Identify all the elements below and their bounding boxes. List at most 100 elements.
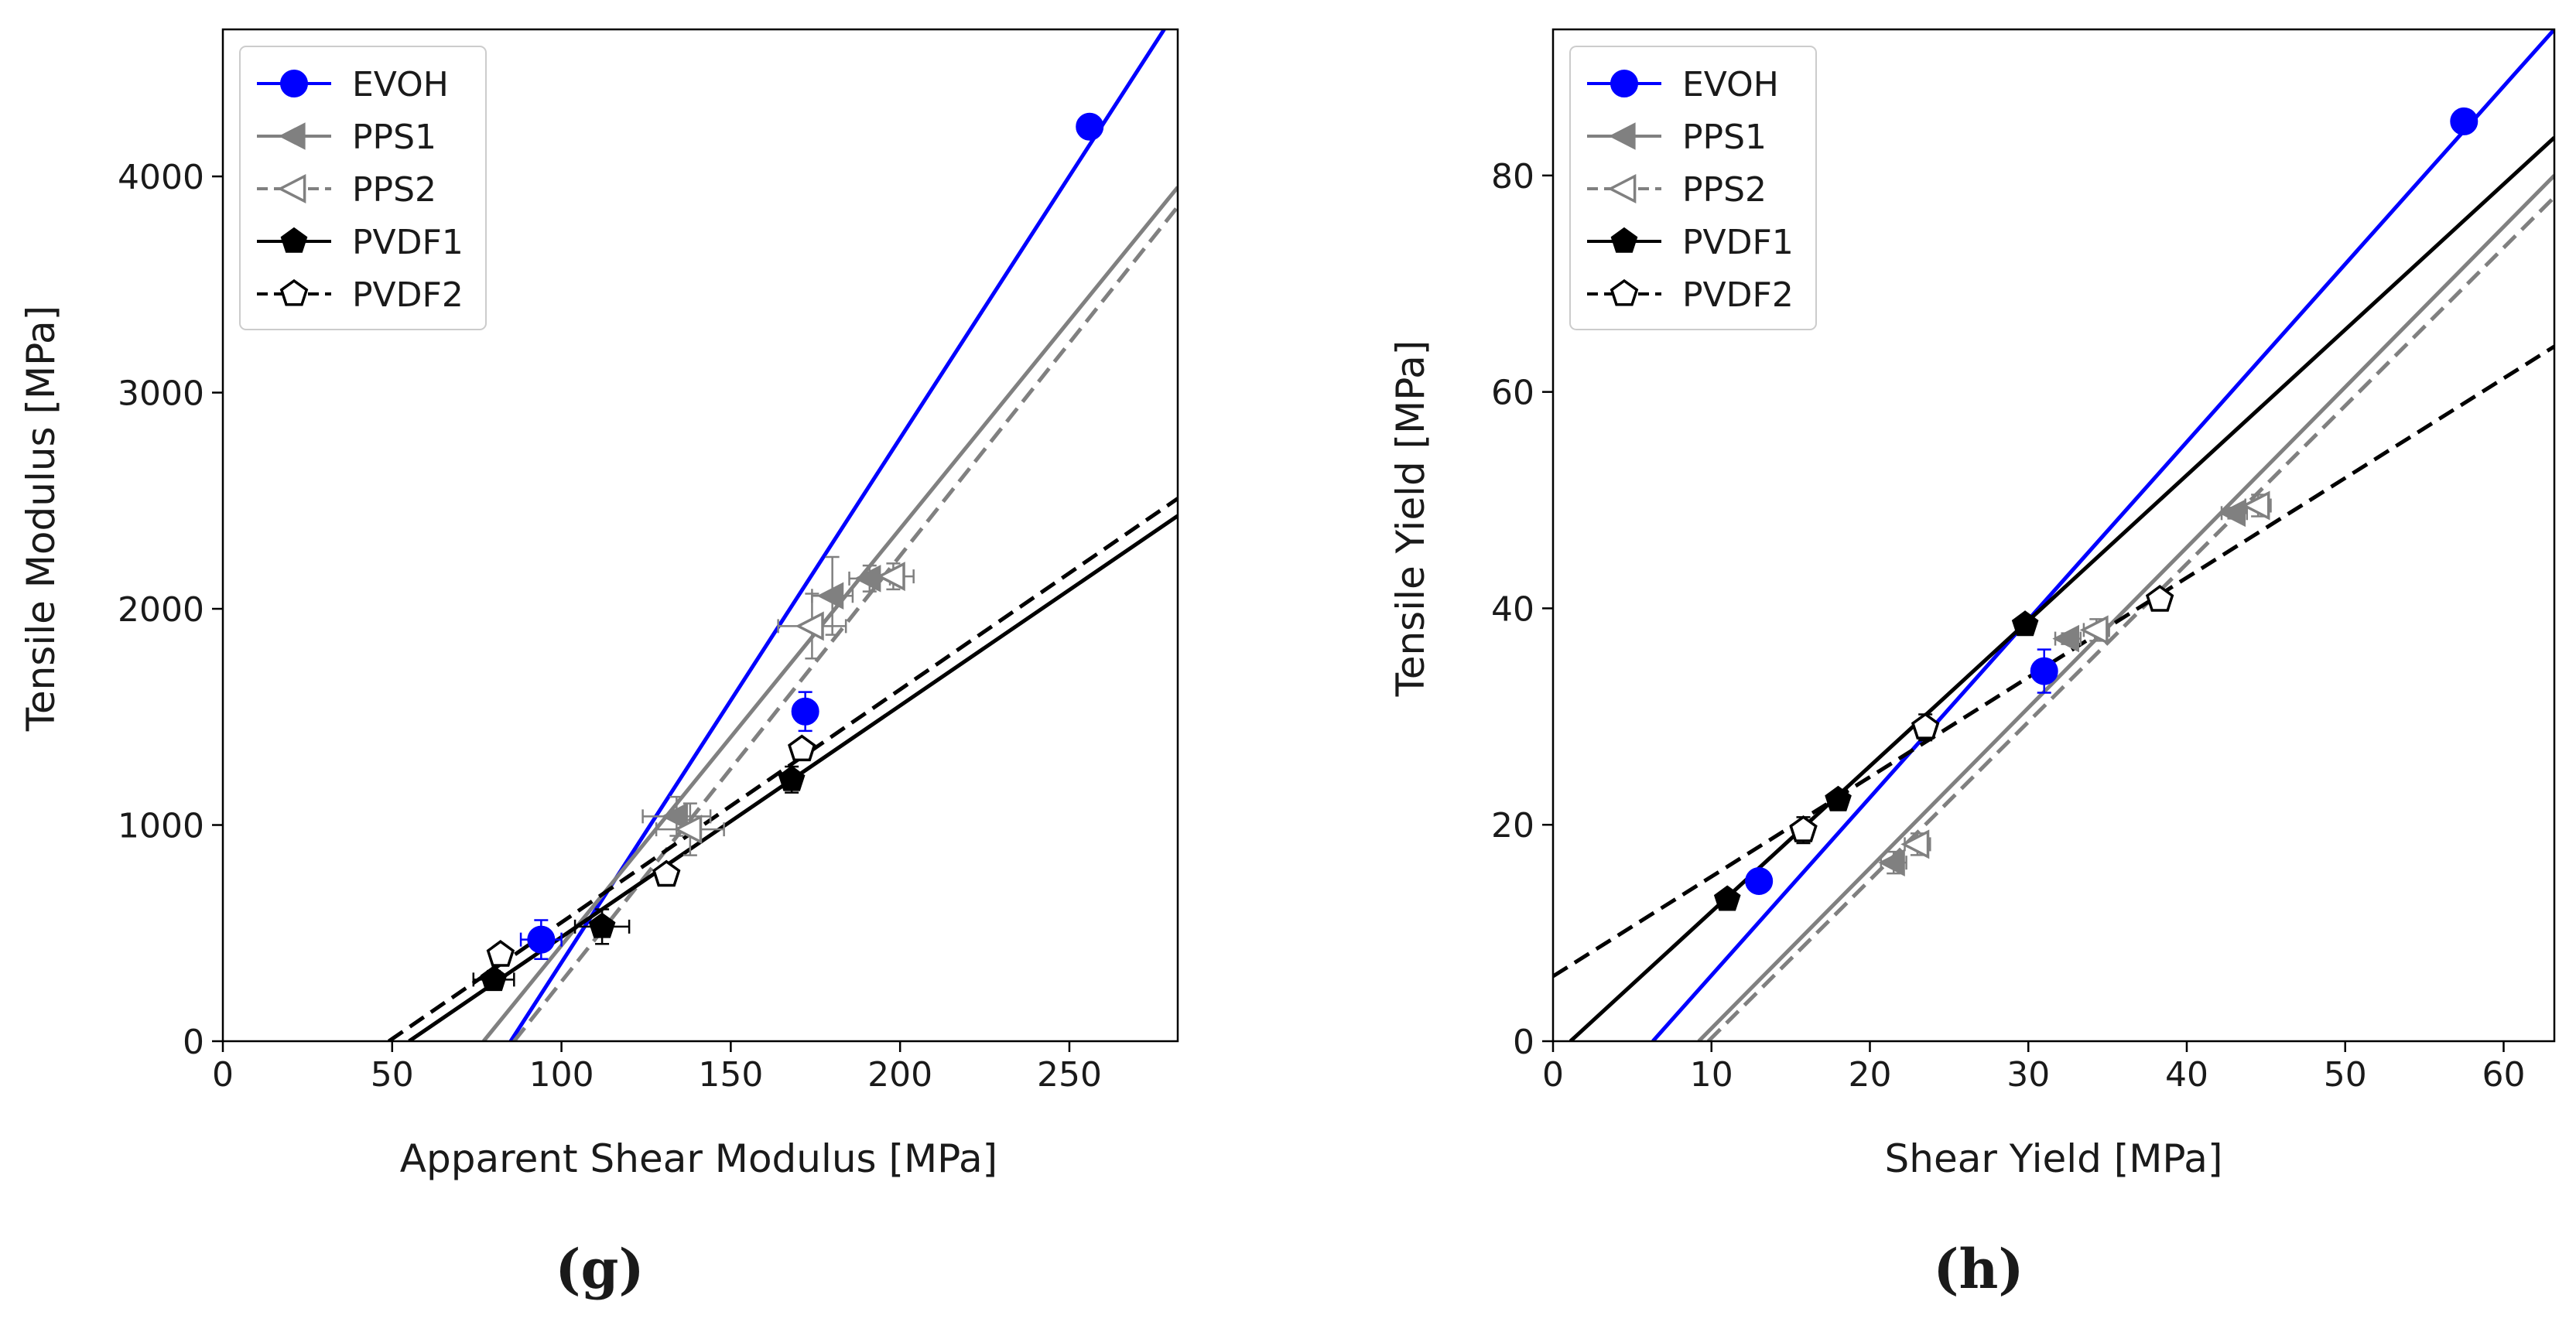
fit-line-pps2	[1706, 196, 2554, 1041]
fit-line-pps1	[482, 186, 1178, 1041]
legend-entry-pvdf1: PVDF1	[257, 223, 464, 262]
legend-label: PVDF1	[1682, 223, 1794, 262]
data-point-evoh	[1076, 112, 1104, 141]
data-point-pvdf1	[480, 965, 508, 992]
legend: EVOH PPS1 PPS2 PVDF1 PVDF2	[1569, 46, 1817, 330]
legend-marker-pps1	[278, 122, 306, 150]
data-point-pps2	[795, 611, 824, 641]
legend-entry-pps1: PPS1	[257, 118, 436, 157]
y-tick-label: 4000	[118, 158, 204, 197]
legend-marker-pvdf1	[1610, 227, 1638, 253]
x-tick-label: 250	[1037, 1055, 1102, 1095]
legend-label: PPS2	[352, 170, 436, 210]
x-tick-label: 150	[698, 1055, 763, 1095]
x-tick-label: 40	[2165, 1055, 2208, 1095]
data-point-evoh	[527, 925, 556, 954]
x-tick-label: 20	[1848, 1055, 1891, 1095]
x-tick-label: 0	[1542, 1055, 1564, 1095]
axes: 0 50 100 150 200 250 0 1000 2000 3000 4000	[118, 28, 1179, 1095]
legend: EVOH PPS1 PPS2 PVDF1 PVDF2	[239, 46, 487, 330]
data-point-pps2	[2241, 490, 2270, 521]
y-tick-label: 60	[1491, 374, 1534, 413]
panel-g-tensile-vs-shear-modulus: 0 50 100 150 200 250 0 1000 2000 3000 4000 Apparen…	[19, 28, 1179, 1301]
data-point-pps1	[2219, 499, 2246, 528]
plot-frame	[221, 28, 1179, 1043]
x-tick-label: 50	[2324, 1055, 2367, 1095]
legend-entry-pps2: PPS2	[1587, 170, 1767, 210]
legend-entry-evoh: EVOH	[1587, 65, 1779, 104]
data-point-pps1	[661, 802, 688, 831]
y-tick-label: 40	[1491, 589, 1534, 629]
y-tick-label: 3000	[118, 374, 204, 414]
data-point-pvdf1	[588, 912, 616, 938]
x-tick-label: 60	[2482, 1055, 2525, 1095]
legend-marker-pps2	[1607, 173, 1637, 204]
legend-marker-pvdf2	[1610, 278, 1639, 306]
legend-marker-pvdf1	[280, 227, 308, 253]
data-point-pvdf1	[1825, 785, 1852, 811]
data-point-pps2	[2079, 615, 2109, 645]
data-point-pvdf2	[652, 859, 681, 887]
panel-h-tensile-vs-shear-yield: 0 10 20 30 40 50 60 0 20 40 60 80 Shear Yield [MPa]…	[1388, 28, 2556, 1301]
data-point-pvdf1	[778, 765, 806, 791]
legend-label: PVDF2	[352, 275, 464, 315]
legend-entry-pps2: PPS2	[257, 170, 436, 210]
legend-box	[1569, 46, 1817, 330]
legend-label: PPS2	[1682, 170, 1767, 210]
data-point-evoh	[2450, 107, 2479, 135]
legend-entry-evoh: EVOH	[257, 65, 449, 104]
legend-label: EVOH	[352, 65, 449, 104]
x-tick-label: 0	[212, 1055, 234, 1095]
legend-label: PPS1	[1682, 118, 1767, 157]
y-tick-label: 80	[1491, 157, 1534, 196]
legend-label: PPS1	[352, 118, 436, 157]
legend-entry-pps1: PPS1	[1587, 118, 1767, 157]
data-point-evoh	[1745, 866, 1774, 895]
data-point-pvdf1	[2011, 610, 2039, 637]
data-point-pps2	[673, 815, 703, 845]
y-tick-label: 20	[1491, 806, 1534, 845]
x-tick-label: 100	[529, 1055, 594, 1095]
data-point-pvdf1	[1713, 885, 1741, 911]
legend-marker-pps1	[1608, 122, 1636, 150]
legend-entry-pvdf1: PVDF1	[1587, 223, 1794, 262]
data-points	[472, 112, 1104, 992]
panel-caption: (h)	[1933, 1237, 2024, 1301]
axes: 0 10 20 30 40 50 60 0 20 40 60 80	[1491, 28, 2556, 1095]
y-axis-label: Tensile Modulus [MPa]	[19, 306, 63, 732]
x-tick-label: 30	[2006, 1055, 2050, 1095]
x-tick-label: 10	[1690, 1055, 1733, 1095]
legend-box	[239, 46, 487, 330]
y-tick-label: 0	[1513, 1023, 1534, 1062]
data-point-pvdf2	[2145, 585, 2174, 612]
y-axis-label: Tensile Yield [MPa]	[1388, 340, 1433, 698]
legend-marker-pvdf2	[279, 278, 309, 306]
x-axis-label: Shear Yield [MPa]	[1885, 1136, 2223, 1181]
data-points	[1713, 107, 2479, 911]
data-point-pvdf2	[1911, 712, 1940, 740]
fit-line-pps1	[1697, 174, 2554, 1041]
data-point-pps1	[2052, 624, 2080, 653]
legend-entry-pvdf2: PVDF2	[1587, 275, 1794, 315]
data-point-pps1	[854, 565, 881, 593]
panel-caption: (g)	[555, 1237, 644, 1301]
data-point-pvdf2	[1789, 815, 1818, 842]
legend-entry-pvdf2: PVDF2	[257, 275, 464, 315]
x-tick-label: 50	[371, 1055, 414, 1095]
legend-marker-evoh	[1610, 70, 1638, 97]
data-point-pvdf2	[486, 940, 515, 967]
fit-line-pvdf2	[388, 497, 1178, 1041]
data-point-evoh	[2030, 657, 2058, 685]
data-point-pps1	[1878, 849, 1905, 876]
x-tick-label: 200	[867, 1055, 932, 1095]
legend-label: EVOH	[1682, 65, 1779, 104]
plot-frame	[1551, 28, 2556, 1043]
legend-label: PVDF2	[1682, 275, 1794, 315]
data-point-pps2	[876, 562, 905, 592]
y-tick-label: 2000	[118, 590, 204, 630]
y-tick-label: 1000	[118, 807, 204, 846]
x-axis-label: Apparent Shear Modulus [MPa]	[400, 1136, 997, 1181]
data-point-evoh	[791, 697, 819, 726]
data-point-pvdf2	[788, 734, 816, 762]
